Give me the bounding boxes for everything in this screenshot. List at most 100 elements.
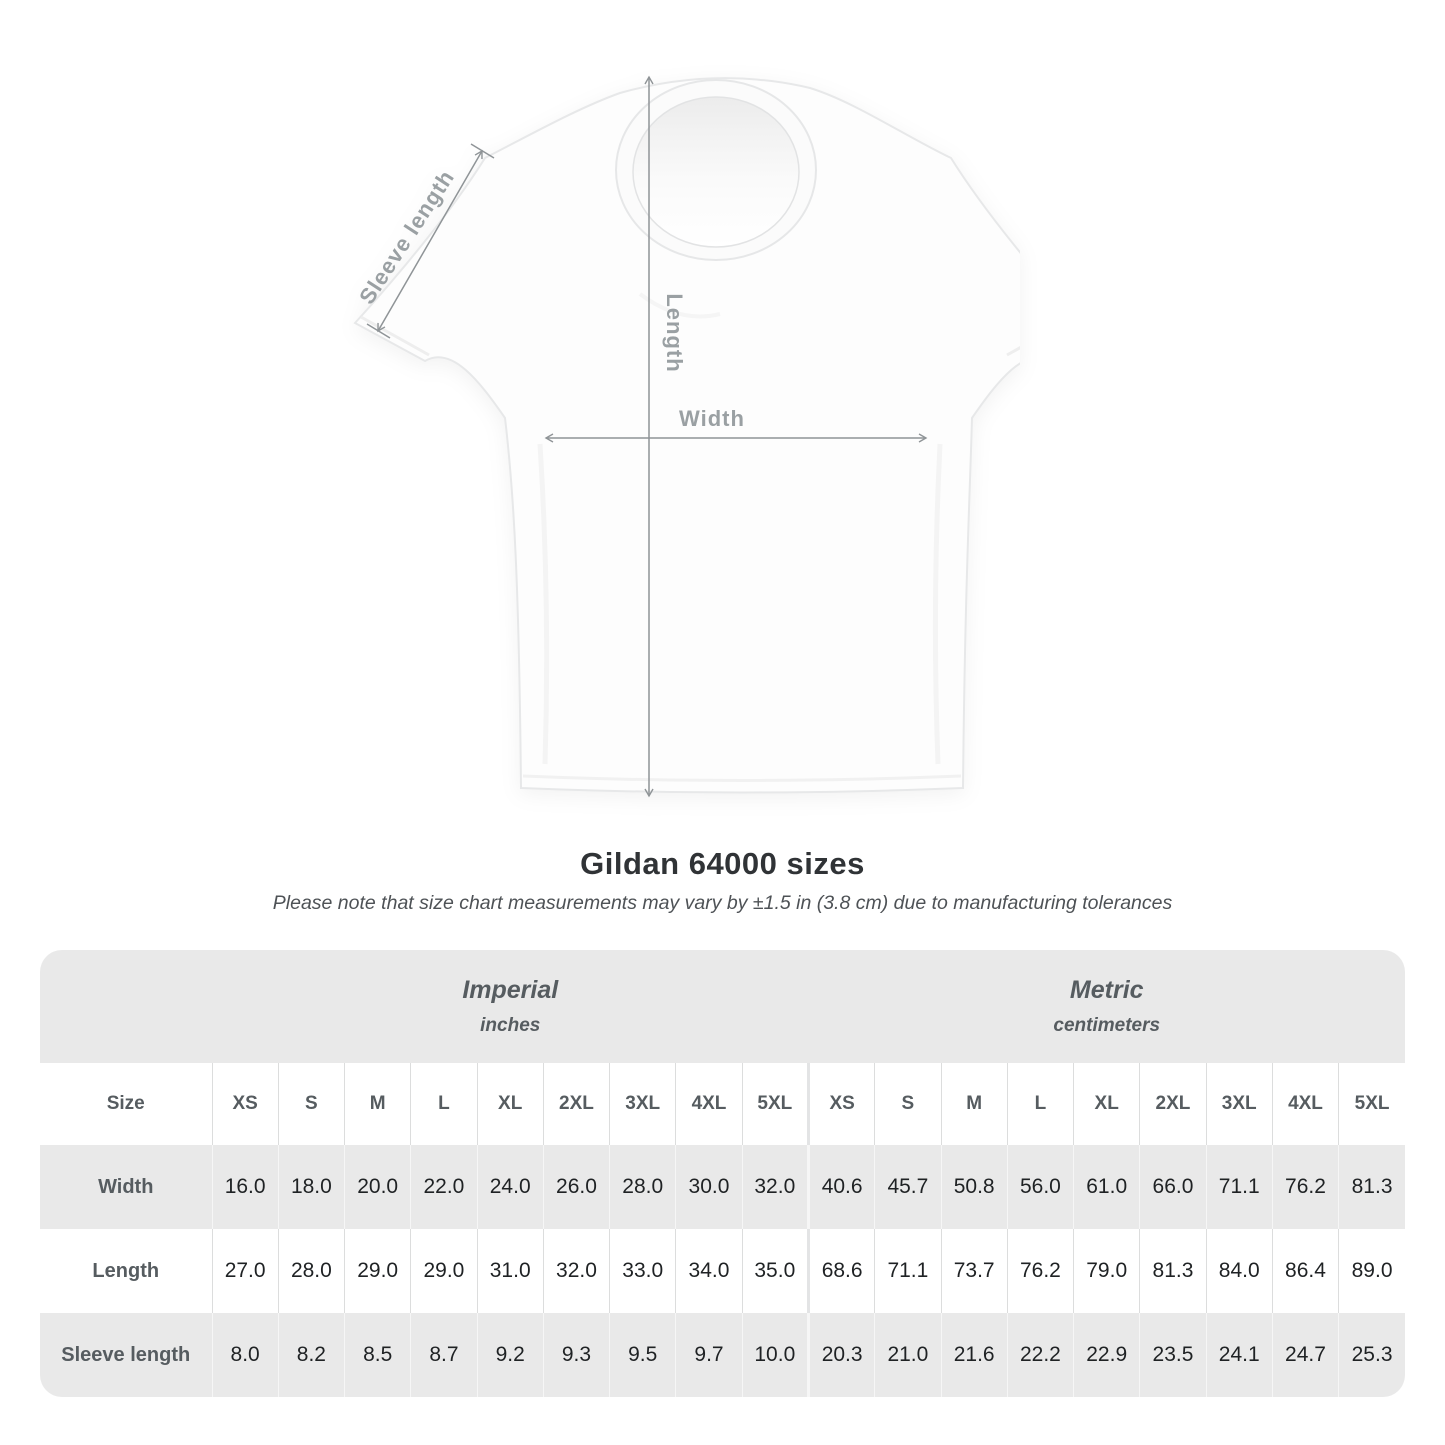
size-value-cell: 24.7 bbox=[1271, 1313, 1339, 1397]
sleeve-length-tick-bottom bbox=[366, 323, 391, 339]
table-row: Length 27.0 28.0 29.0 29.0 31.0 32.0 33.0 34.0 35… bbox=[40, 1229, 1405, 1313]
page-title: Gildan 64000 sizes bbox=[580, 846, 865, 881]
size-value-cell: 89.0 bbox=[1338, 1229, 1405, 1313]
sleeve-length-tick-top bbox=[470, 143, 495, 159]
size-value-cell: 71.1 bbox=[1205, 1145, 1273, 1229]
size-value-cell: 8.2 bbox=[277, 1313, 345, 1397]
size-header-metric-3xl: 3XL bbox=[1205, 1063, 1273, 1145]
size-value-cell: 25.3 bbox=[1338, 1313, 1405, 1397]
width-label: Width bbox=[679, 406, 745, 431]
size-value-cell: 32.0 bbox=[741, 1145, 809, 1229]
size-table: Imperial inches Metric centimeters Size … bbox=[40, 950, 1405, 1397]
size-value-cell: 9.3 bbox=[542, 1313, 610, 1397]
size-value-cell: 28.0 bbox=[609, 1145, 676, 1229]
size-value-cell: 33.0 bbox=[609, 1229, 676, 1313]
size-header-metric-5xl: 5XL bbox=[1338, 1063, 1405, 1145]
size-value-cell: 18.0 bbox=[277, 1145, 345, 1229]
size-value-cell: 26.0 bbox=[542, 1145, 610, 1229]
size-value-cell: 9.5 bbox=[609, 1313, 676, 1397]
size-column-title: Size bbox=[40, 1063, 212, 1145]
size-value-cell: 22.9 bbox=[1073, 1313, 1140, 1397]
size-value-cell: 35.0 bbox=[741, 1229, 809, 1313]
size-value-cell: 81.3 bbox=[1338, 1145, 1405, 1229]
size-value-cell: 84.0 bbox=[1205, 1229, 1273, 1313]
size-value-cell: 61.0 bbox=[1073, 1145, 1140, 1229]
size-header-metric-s: S bbox=[874, 1063, 942, 1145]
size-value-cell: 76.2 bbox=[1271, 1145, 1339, 1229]
row-label: Width bbox=[40, 1145, 212, 1229]
size-header-metric-l: L bbox=[1006, 1063, 1074, 1145]
sleeve-length-arrow bbox=[377, 149, 483, 333]
tshirt-illustration: Sleeve length Length Width bbox=[353, 75, 1020, 798]
size-chart-table: Imperial inches Metric centimeters Size … bbox=[40, 950, 1405, 1397]
size-value-cell: 30.0 bbox=[675, 1145, 743, 1229]
size-value-cell: 50.8 bbox=[940, 1145, 1008, 1229]
size-value-cell: 22.2 bbox=[1006, 1313, 1074, 1397]
size-value-cell: 76.2 bbox=[1006, 1229, 1074, 1313]
size-value-cell: 8.5 bbox=[344, 1313, 411, 1397]
size-value-cell: 31.0 bbox=[476, 1229, 544, 1313]
size-value-cell: 27.0 bbox=[211, 1229, 279, 1313]
size-value-cell: 24.0 bbox=[476, 1145, 544, 1229]
size-value-cell: 9.7 bbox=[675, 1313, 743, 1397]
size-header-metric-m: M bbox=[940, 1063, 1008, 1145]
size-value-cell: 73.7 bbox=[940, 1229, 1008, 1313]
size-value-cell: 32.0 bbox=[542, 1229, 610, 1313]
size-value-cell: 8.0 bbox=[211, 1313, 279, 1397]
size-value-cell: 8.7 bbox=[410, 1313, 478, 1397]
size-header-metric-2xl: 2XL bbox=[1139, 1063, 1207, 1145]
size-value-cell: 9.2 bbox=[476, 1313, 544, 1397]
size-value-cell: 21.0 bbox=[874, 1313, 942, 1397]
size-value-cell: 28.0 bbox=[277, 1229, 345, 1313]
table-row: Sleeve length 8.0 8.2 8.5 8.7 9.2 9.3 9.5 9.7 10.… bbox=[40, 1313, 1405, 1397]
size-value-cell: 86.4 bbox=[1271, 1229, 1339, 1313]
imperial-label: Imperial bbox=[462, 976, 559, 1004]
size-value-cell: 45.7 bbox=[874, 1145, 942, 1229]
size-header-metric-4xl: 4XL bbox=[1271, 1063, 1339, 1145]
measurement-annotations bbox=[366, 75, 928, 798]
table-row: Width 16.0 18.0 20.0 22.0 24.0 26.0 28.0 30.0 32.… bbox=[40, 1145, 1405, 1229]
size-header-imperial-2xl: 2XL bbox=[542, 1063, 610, 1145]
unit-header-row: Imperial inches Metric centimeters bbox=[40, 950, 1405, 1063]
tshirt-diagram: Sleeve length Length Width bbox=[340, 64, 1020, 812]
corner-cell bbox=[40, 950, 212, 1063]
size-header-imperial-xl: XL bbox=[476, 1063, 544, 1145]
size-value-cell: 40.6 bbox=[806, 1145, 875, 1229]
size-value-cell: 16.0 bbox=[211, 1145, 279, 1229]
size-header-metric-xs: XS bbox=[806, 1063, 875, 1145]
metric-label: Metric bbox=[1069, 976, 1144, 1004]
size-header-row: Size XS S M L XL 2XL 3XL 4XL 5XL XS S M L XL 2XL 3XL 4XL… bbox=[40, 1063, 1405, 1145]
size-value-cell: 66.0 bbox=[1139, 1145, 1207, 1229]
metric-header: Metric centimeters bbox=[808, 950, 1405, 1063]
page-subtitle: Please note that size chart measurements… bbox=[272, 892, 1173, 914]
size-header-imperial-xs: XS bbox=[211, 1063, 279, 1145]
size-header-imperial-4xl: 4XL bbox=[675, 1063, 743, 1145]
imperial-sublabel: inches bbox=[480, 1015, 541, 1036]
metric-sublabel: centimeters bbox=[1053, 1015, 1161, 1036]
size-value-cell: 71.1 bbox=[874, 1229, 942, 1313]
size-value-cell: 29.0 bbox=[410, 1229, 478, 1313]
size-value-cell: 20.0 bbox=[344, 1145, 411, 1229]
size-value-cell: 24.1 bbox=[1205, 1313, 1273, 1397]
size-header-imperial-s: S bbox=[277, 1063, 345, 1145]
row-label: Length bbox=[40, 1229, 212, 1313]
size-value-cell: 79.0 bbox=[1073, 1229, 1140, 1313]
size-value-cell: 29.0 bbox=[344, 1229, 411, 1313]
size-value-cell: 21.6 bbox=[940, 1313, 1008, 1397]
size-value-cell: 22.0 bbox=[410, 1145, 478, 1229]
size-header-metric-xl: XL bbox=[1073, 1063, 1140, 1145]
heading-block: Gildan 64000 sizes Please note that size… bbox=[0, 846, 1445, 915]
size-value-cell: 10.0 bbox=[741, 1313, 809, 1397]
size-header-imperial-3xl: 3XL bbox=[609, 1063, 676, 1145]
size-value-cell: 68.6 bbox=[806, 1229, 875, 1313]
imperial-header: Imperial inches bbox=[212, 950, 809, 1063]
size-value-cell: 23.5 bbox=[1139, 1313, 1207, 1397]
length-label: Length bbox=[662, 293, 687, 372]
size-value-cell: 81.3 bbox=[1139, 1229, 1207, 1313]
row-label: Sleeve length bbox=[40, 1313, 212, 1397]
size-header-imperial-m: M bbox=[344, 1063, 411, 1145]
size-header-imperial-5xl: 5XL bbox=[741, 1063, 809, 1145]
size-header-imperial-l: L bbox=[410, 1063, 478, 1145]
size-value-cell: 20.3 bbox=[806, 1313, 875, 1397]
